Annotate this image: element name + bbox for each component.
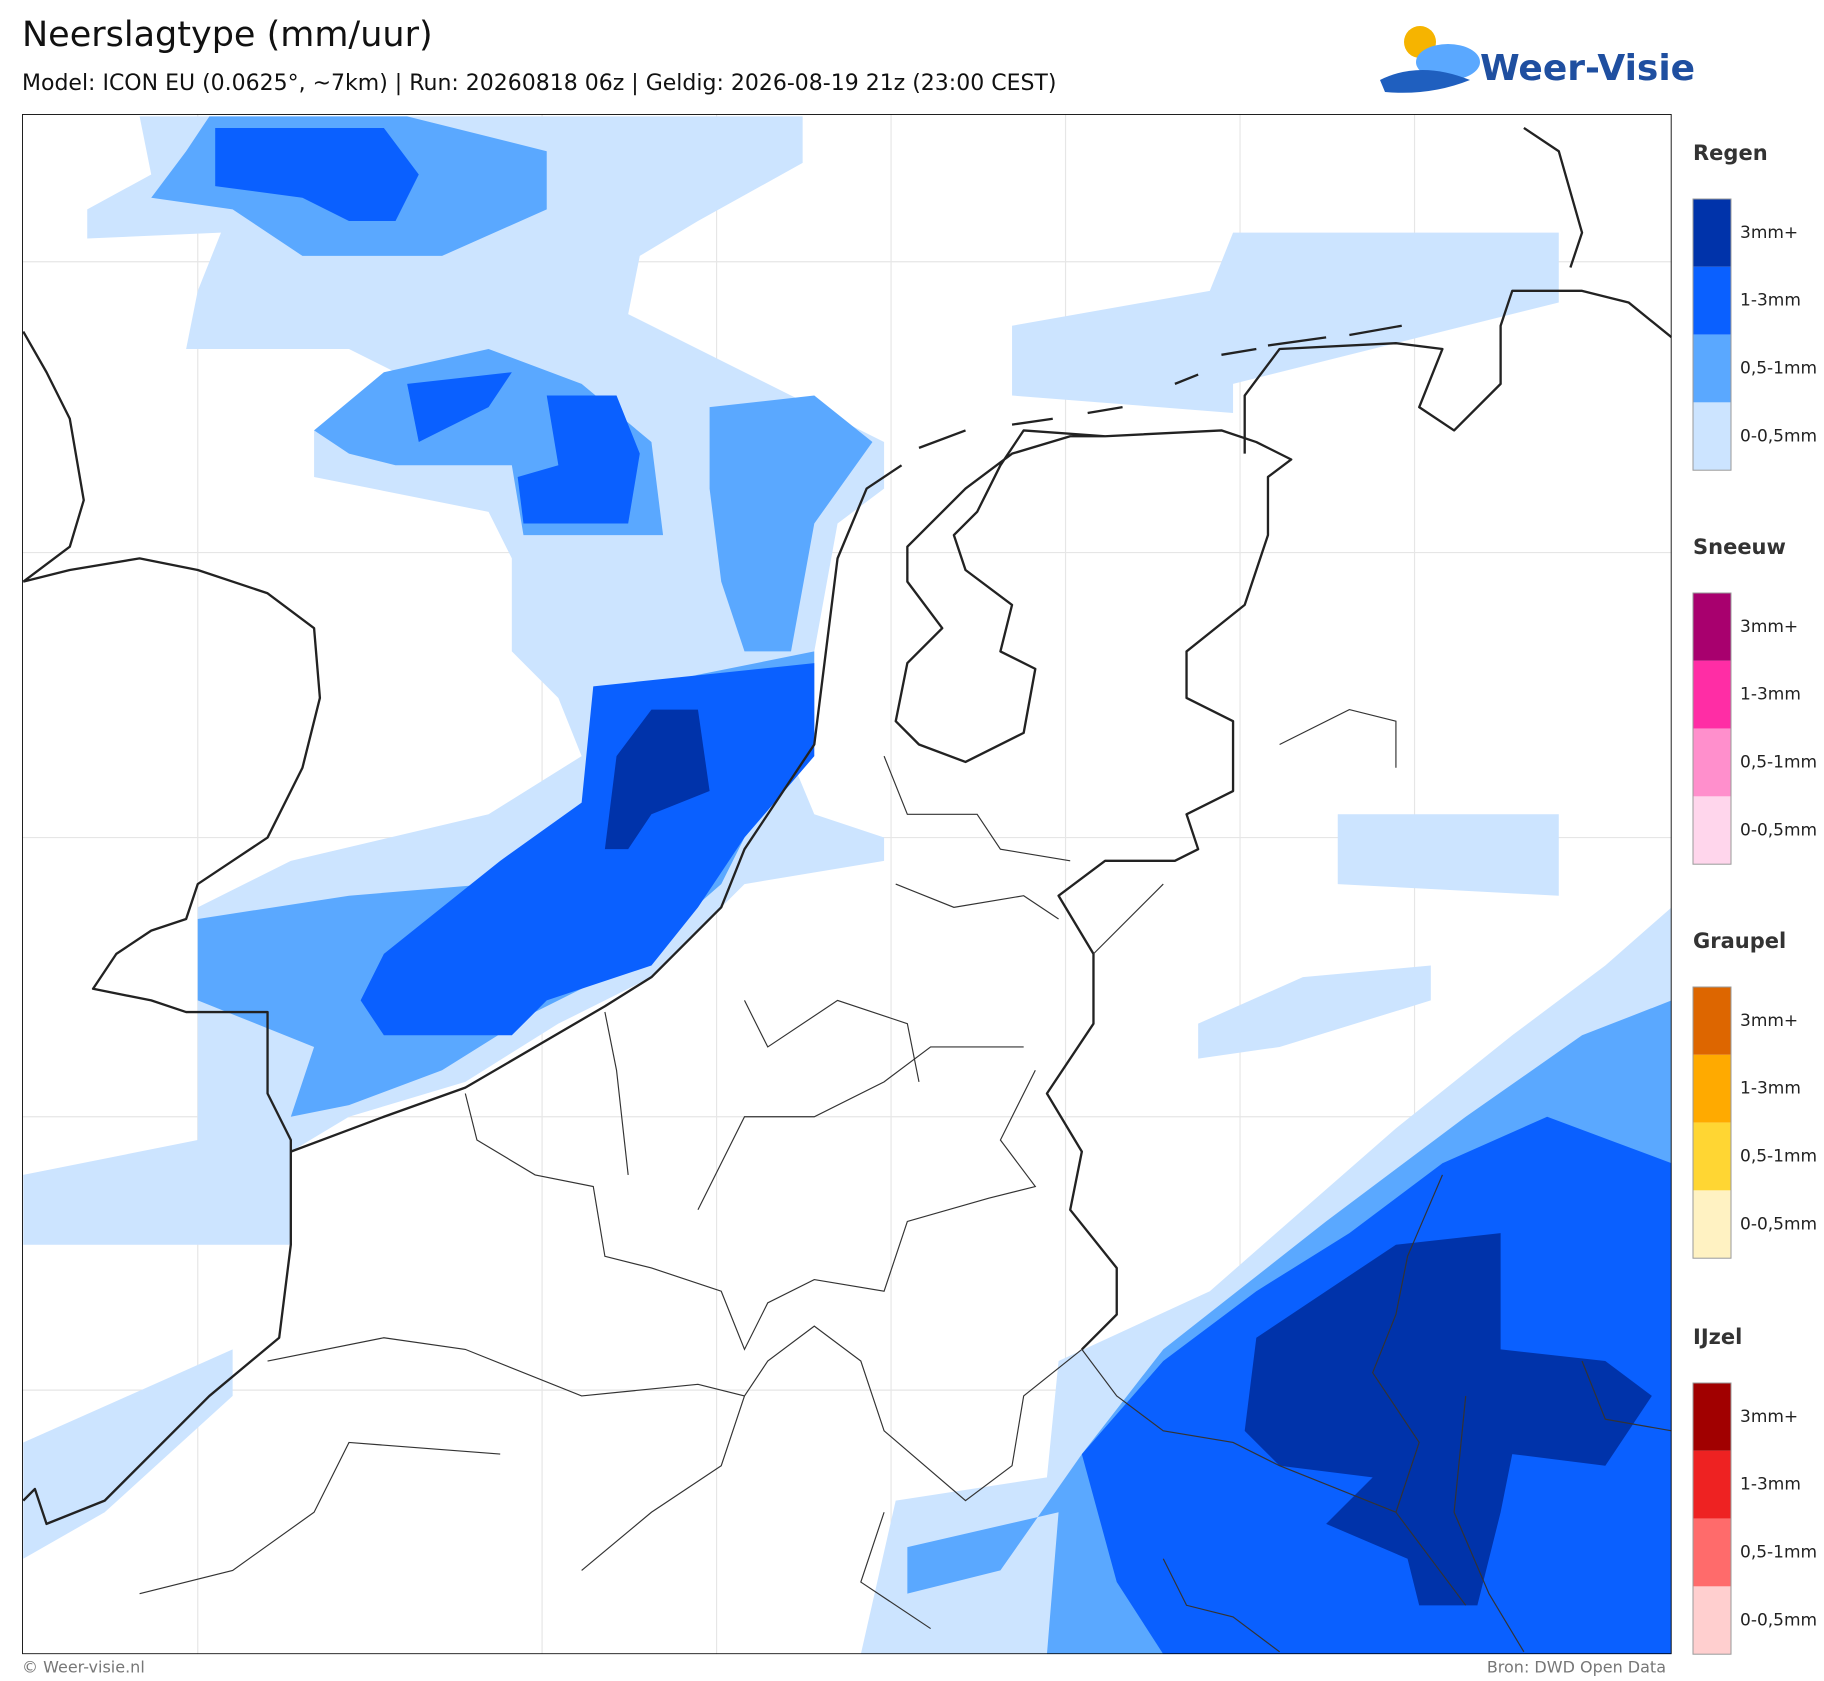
precip-area [407, 372, 512, 443]
precip-area [1198, 965, 1431, 1059]
legend-swatch [1693, 1586, 1731, 1655]
legend-swatch [1693, 987, 1731, 1055]
precip-area [1337, 814, 1559, 896]
precip-area [517, 395, 640, 524]
legend-frame [1692, 1382, 1732, 1655]
legend-label: 0-0,5mm [1740, 1610, 1817, 1630]
precip-area [215, 127, 419, 222]
legend-swatch [1693, 1122, 1731, 1191]
legend-swatch [1693, 1383, 1731, 1451]
precip-area [709, 395, 873, 652]
legend-label: 1-3mm [1740, 1079, 1801, 1099]
legend-label: 1-3mm [1740, 1475, 1801, 1495]
legend-label: 0-0,5mm [1740, 1214, 1817, 1234]
legend-swatch [1693, 1450, 1731, 1519]
legend-label: 0-0,5mm [1740, 426, 1817, 446]
legend-label: 0,5-1mm [1740, 1147, 1817, 1167]
legend-label: 0,5-1mm [1740, 1543, 1817, 1563]
legend-label: 3mm+ [1740, 223, 1798, 243]
precip-area [1244, 1233, 1652, 1606]
borders [139, 708, 1672, 1653]
legend-label: 1-3mm [1740, 685, 1801, 705]
legend-swatch [1693, 1054, 1731, 1123]
legend-label: 0-0,5mm [1740, 820, 1817, 840]
legend-swatch [1693, 593, 1731, 661]
legend-swatch [1693, 266, 1731, 335]
legend-swatch [1693, 660, 1731, 729]
precip-area [604, 709, 710, 850]
legend-swatch [1693, 1190, 1731, 1259]
legend-frame [1692, 986, 1732, 1259]
legend-frame [1692, 592, 1732, 865]
legend-label: 1-3mm [1740, 291, 1801, 311]
legend-swatch [1693, 199, 1731, 267]
title: Neerslagtype (mm/uur) [22, 15, 433, 55]
legend-title: Sneeuw [1693, 535, 1786, 559]
coastlines [22, 126, 1672, 1526]
legend-label: 3mm+ [1740, 1407, 1798, 1427]
source: Bron: DWD Open Data [1487, 1658, 1666, 1677]
legend-label: 0,5-1mm [1740, 753, 1817, 773]
legend-swatch [1693, 728, 1731, 797]
precipitation [23, 116, 1672, 1655]
legend-label: 3mm+ [1740, 1011, 1798, 1031]
legend-frame [1692, 198, 1732, 471]
legend-label: 3mm+ [1740, 617, 1798, 637]
precip-area [1012, 232, 1559, 413]
legend-title: IJzel [1693, 1325, 1742, 1349]
copyright: © Weer-visie.nl [22, 1658, 145, 1677]
legend-swatch [1693, 796, 1731, 865]
legend-title: Regen [1693, 141, 1768, 165]
logo: Weer-Visie [1380, 26, 1695, 93]
legend-title: Graupel [1693, 929, 1786, 953]
legend: Regen 3mm+ 1-3mm 0,5-1mm 0-0,5mm Sneeuw 3mm+ 1-… [1692, 141, 1817, 1655]
legend-swatch [1693, 334, 1731, 403]
legend-swatch [1693, 402, 1731, 471]
legend-swatch [1693, 1518, 1731, 1587]
subtitle: Model: ICON EU (0.0625°, ~7km) | Run: 20… [22, 71, 1056, 96]
map [22, 114, 1672, 1655]
precip-area [23, 1349, 233, 1559]
logo-text: Weer-Visie [1480, 48, 1695, 89]
legend-label: 0,5-1mm [1740, 359, 1817, 379]
